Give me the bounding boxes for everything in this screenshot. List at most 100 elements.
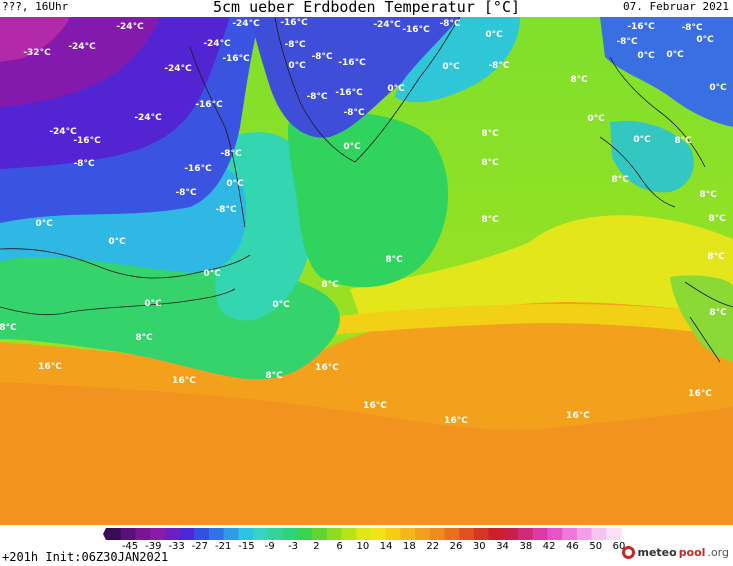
isotherm-label: 0°C (637, 51, 655, 61)
legend-tick-label: -3 (288, 541, 298, 552)
coldest-magenta-zone (0, 17, 70, 62)
legend-color-step (326, 528, 343, 540)
legend-color-step (518, 528, 534, 540)
legend-color-step (415, 528, 431, 540)
legend-color-step (356, 528, 372, 540)
yellow-zone (350, 215, 733, 317)
legend-color-step (135, 528, 151, 540)
legend-color-step (385, 528, 401, 540)
legend-color-step (576, 528, 593, 540)
meteopool-logo-icon (622, 546, 636, 559)
legend-tick-label: 60 (612, 541, 626, 552)
isotherm-label: -24°C (49, 127, 77, 137)
legend-color-step (164, 528, 181, 540)
legend-tick-label: 46 (566, 541, 579, 552)
isotherm-label: 8°C (265, 371, 283, 381)
legend-tick-label: -27 (191, 541, 209, 552)
model-run-info: +201h Init:06Z30JAN2021 (2, 550, 169, 564)
isotherm-label: -32°C (23, 48, 51, 58)
coastlines (0, 17, 733, 363)
legend-arrow-left (103, 528, 106, 540)
isotherm-label: -8°C (616, 37, 638, 47)
isotherm-label: 8°C (0, 323, 17, 333)
brand-text-org: .org (707, 546, 729, 559)
isotherm-label: -24°C (164, 64, 192, 74)
legend-color-step (253, 528, 269, 540)
isotherm-label: 8°C (481, 158, 499, 168)
legend-color-step (547, 528, 563, 540)
isotherm-label: 0°C (709, 83, 727, 93)
africa-mix-zone (670, 275, 733, 362)
isotherm-label: 8°C (707, 252, 725, 262)
isotherm-label: -8°C (220, 149, 242, 159)
isotherm-label: -16°C (627, 22, 655, 32)
isotherm-label: 8°C (709, 308, 727, 318)
scandinavia-cyan-zone (610, 120, 694, 193)
isotherm-label: -16°C (402, 25, 430, 35)
isotherm-label: -8°C (175, 188, 197, 198)
isotherm-label: -16°C (338, 58, 366, 68)
legend-color-step (150, 528, 166, 540)
isotherm-label: 0°C (108, 237, 126, 247)
legend-color-step (444, 528, 460, 540)
legend-color-step (209, 528, 225, 540)
isotherm-label: 0°C (288, 61, 306, 71)
isotherm-label: 0°C (203, 269, 221, 279)
legend-tick-label: 18 (403, 541, 416, 552)
legend-color-step (606, 528, 622, 540)
isotherm-label: 8°C (481, 129, 499, 139)
legend-color-step (591, 528, 607, 540)
isotherm-label: -8°C (73, 159, 95, 169)
legend-color-step (503, 528, 519, 540)
brand-text-meteo: meteo (637, 546, 677, 559)
isotherm-label: 0°C (387, 84, 405, 94)
legend-color-step (194, 528, 210, 540)
legend-tick-label: -15 (238, 541, 255, 552)
brand-logo[interactable]: meteo pool .org (622, 546, 729, 559)
isotherm-label: 8°C (135, 333, 153, 343)
isotherm-label: -8°C (284, 40, 306, 50)
isotherm-label: -16°C (222, 54, 250, 64)
isotherm-label: -16°C (195, 100, 223, 110)
deep-orange-zone (0, 382, 733, 525)
legend-tick-label: 50 (589, 541, 603, 552)
region-time-label: ???, 16Uhr (2, 0, 69, 13)
legend-color-step (267, 528, 284, 540)
legend-tick-label: 6 (336, 541, 343, 552)
teal-zone (215, 132, 312, 321)
isotherm-label: -24°C (373, 20, 401, 30)
legend-tick-label: -45 (121, 541, 139, 552)
legend-color-step (459, 528, 475, 540)
isotherm-label: -16°C (335, 88, 363, 98)
legend-tick-label: -21 (214, 541, 232, 552)
isotherm-label: -24°C (116, 22, 144, 32)
isotherm-label: -8°C (306, 92, 328, 102)
legend-tick-label: 30 (472, 541, 486, 552)
legend-tick-label: 2 (313, 541, 320, 552)
isotherm-label: 0°C (226, 179, 244, 189)
temperature-map (0, 17, 733, 525)
legend-color-step (488, 528, 504, 540)
isotherm-label: -24°C (203, 39, 231, 49)
isotherm-label: -8°C (681, 23, 703, 33)
legend-color-step (120, 528, 137, 540)
isotherm-label: 16°C (566, 411, 590, 421)
legend-color-step (312, 528, 328, 540)
isotherm-label: 0°C (633, 135, 651, 145)
isotherm-label: -24°C (232, 19, 260, 29)
brand-text-pool: pool (678, 546, 706, 559)
isotherm-label: -24°C (68, 42, 96, 52)
legend-color-step (179, 528, 195, 540)
legend-tick-label: 42 (542, 541, 556, 552)
greenland-cold-zone (250, 17, 470, 138)
isotherm-label: -8°C (311, 52, 333, 62)
isotherm-label: 8°C (699, 190, 717, 200)
legend-color-step (562, 528, 578, 540)
legend-color-step (400, 528, 416, 540)
yellow-orange-zone (330, 304, 733, 337)
legend-tick-label: -33 (168, 541, 185, 552)
isotherm-label: -8°C (488, 61, 510, 71)
isotherm-label: 0°C (442, 62, 460, 72)
isotherm-label: 0°C (485, 30, 503, 40)
